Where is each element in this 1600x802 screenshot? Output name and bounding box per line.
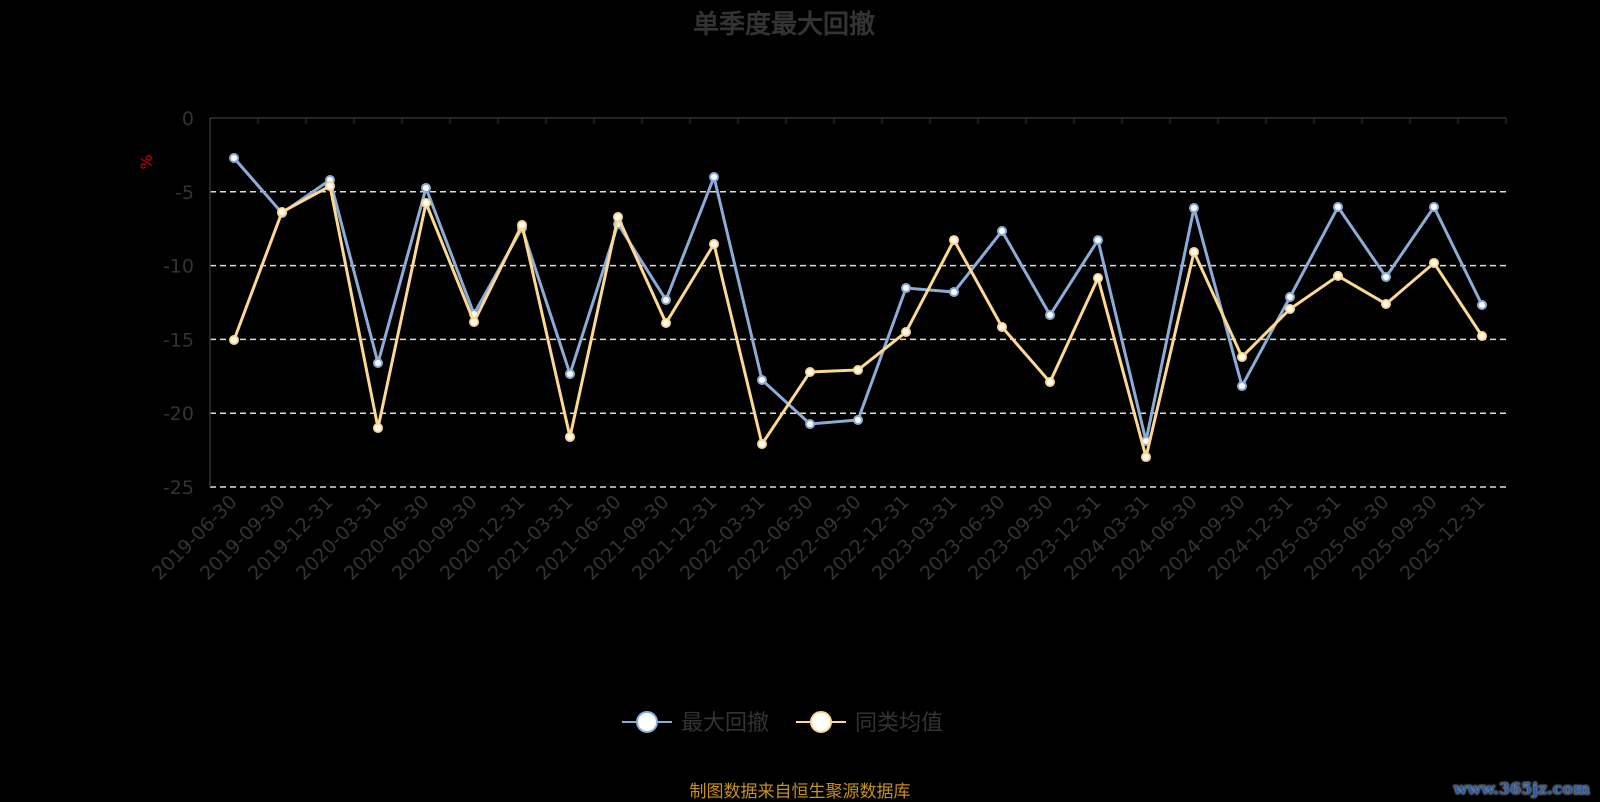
data-point [949,287,959,298]
data-point [565,368,575,379]
data-point [325,181,335,192]
data-point [709,172,719,183]
data-point [901,283,911,294]
data-point [1381,271,1391,282]
watermark: www.365jz.com [1453,779,1590,798]
y-axis-label: % [137,154,156,169]
data-point [1333,202,1343,213]
data-point [757,374,767,385]
data-point [853,364,863,375]
data-point [1045,310,1055,321]
data-point [1285,303,1295,314]
data-point [853,414,863,425]
data-point [229,152,239,163]
data-point [901,327,911,338]
data-point [613,212,623,223]
legend-marker [636,711,658,733]
data-point [1381,298,1391,309]
y-tick-label: -10 [163,256,194,278]
data-point [1141,452,1151,463]
chart-title: 单季度最大回撤 [693,9,875,40]
y-tick-label: -5 [175,182,194,204]
legend-label: 同类均值 [855,711,943,736]
data-point [1429,202,1439,213]
y-tick-label: 0 [182,108,194,130]
data-point [757,439,767,450]
y-tick-label: -25 [163,477,194,499]
data-point [421,182,431,193]
y-tick-label: -15 [163,329,194,351]
data-point [1477,331,1487,342]
data-point [1285,292,1295,303]
data-point [661,318,671,329]
legend-marker [810,711,832,733]
data-point [1189,203,1199,214]
data-point [1477,300,1487,311]
data-point [565,431,575,442]
data-point [1093,235,1103,246]
data-point [277,207,287,218]
data-point [997,226,1007,237]
data-point [949,235,959,246]
data-point [1237,381,1247,392]
data-point [373,358,383,369]
data-point [709,239,719,250]
data-point [469,316,479,327]
data-point [805,367,815,378]
data-point [1333,270,1343,281]
data-point [1045,377,1055,388]
data-point [1237,351,1247,362]
data-point [661,294,671,305]
data-point [373,422,383,433]
series-line-0 [232,157,1484,442]
data-point [421,198,431,209]
data-point [997,322,1007,333]
data-point [1093,272,1103,283]
data-point [1189,247,1199,258]
data-point [229,334,239,345]
data-source-note: 制图数据来自恒生聚源数据库 [689,782,911,802]
data-point [805,418,815,429]
y-tick-label: -20 [163,403,194,425]
data-point [517,220,527,231]
legend-label: 最大回撤 [681,711,769,736]
data-point [1429,257,1439,268]
